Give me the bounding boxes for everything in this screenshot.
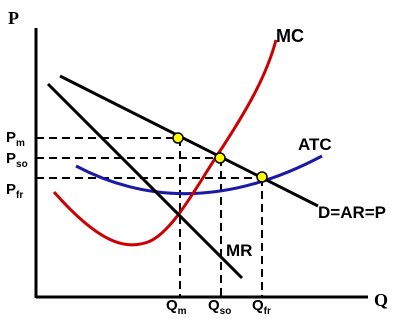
point-socially-optimal: [214, 152, 226, 164]
point-fair-return: [256, 171, 268, 183]
demand-curve: [59, 74, 319, 208]
qm-label: Qm: [166, 297, 187, 317]
demand-label: D=AR=P: [318, 203, 386, 222]
mr-curve: [46, 82, 244, 280]
pfr-label: Pfr: [6, 181, 23, 201]
mr-label: MR: [226, 241, 252, 260]
y-axis-label: P: [8, 8, 19, 28]
mc-label: MC: [276, 26, 304, 46]
x-axis-label: Q: [374, 290, 388, 310]
pm-label: Pm: [6, 129, 25, 149]
point-monopoly: [172, 132, 184, 144]
qso-label: Qso: [208, 297, 231, 317]
qfr-label: Qfr: [252, 297, 271, 317]
mc-curve: [52, 39, 278, 247]
pso-label: Pso: [6, 150, 28, 170]
atc-label: ATC: [298, 135, 332, 154]
